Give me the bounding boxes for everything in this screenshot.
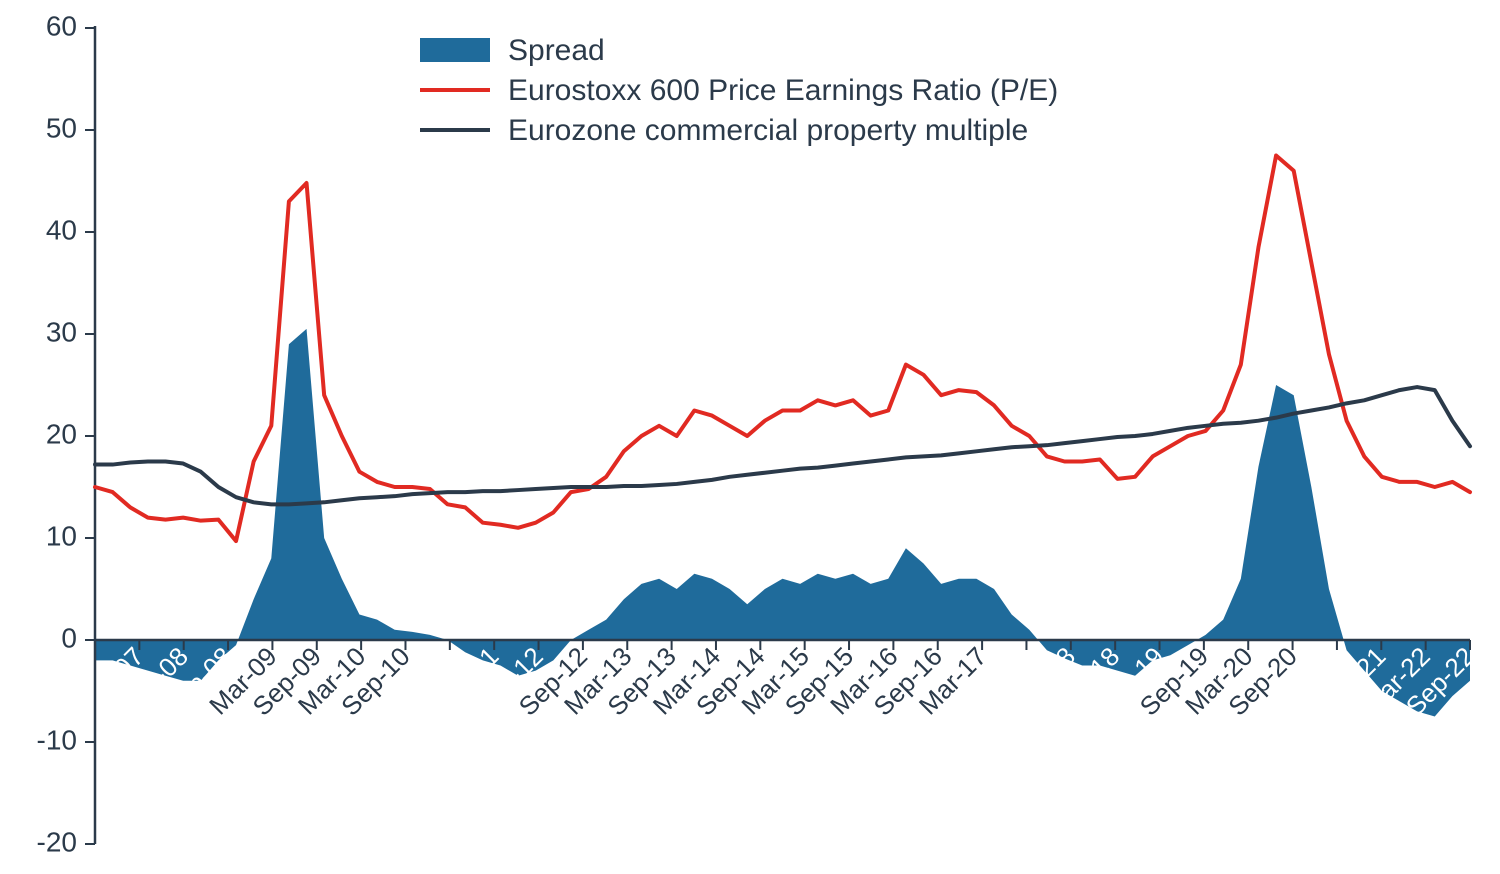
y-tick-label: -20 — [37, 826, 77, 857]
legend-label-pe: Eurostoxx 600 Price Earnings Ratio (P/E) — [508, 74, 1058, 107]
legend-label-spread: Spread — [508, 34, 605, 67]
combo-chart: -20-100102030405060Mar-07Sep-07Mar-08Sep… — [0, 0, 1500, 874]
y-tick-label: 10 — [46, 520, 77, 551]
y-tick-label: 40 — [46, 214, 77, 245]
y-tick-label: 20 — [46, 418, 77, 449]
y-tick-label: 60 — [46, 10, 77, 41]
legend-label-property: Eurozone commercial property multiple — [508, 114, 1028, 147]
y-tick-label: 50 — [46, 112, 77, 143]
y-tick-label: -10 — [37, 724, 77, 755]
y-tick-label: 30 — [46, 316, 77, 347]
legend-swatch-spread — [420, 38, 490, 62]
y-tick-label: 0 — [61, 622, 77, 653]
chart-container: -20-100102030405060Mar-07Sep-07Mar-08Sep… — [0, 0, 1500, 874]
